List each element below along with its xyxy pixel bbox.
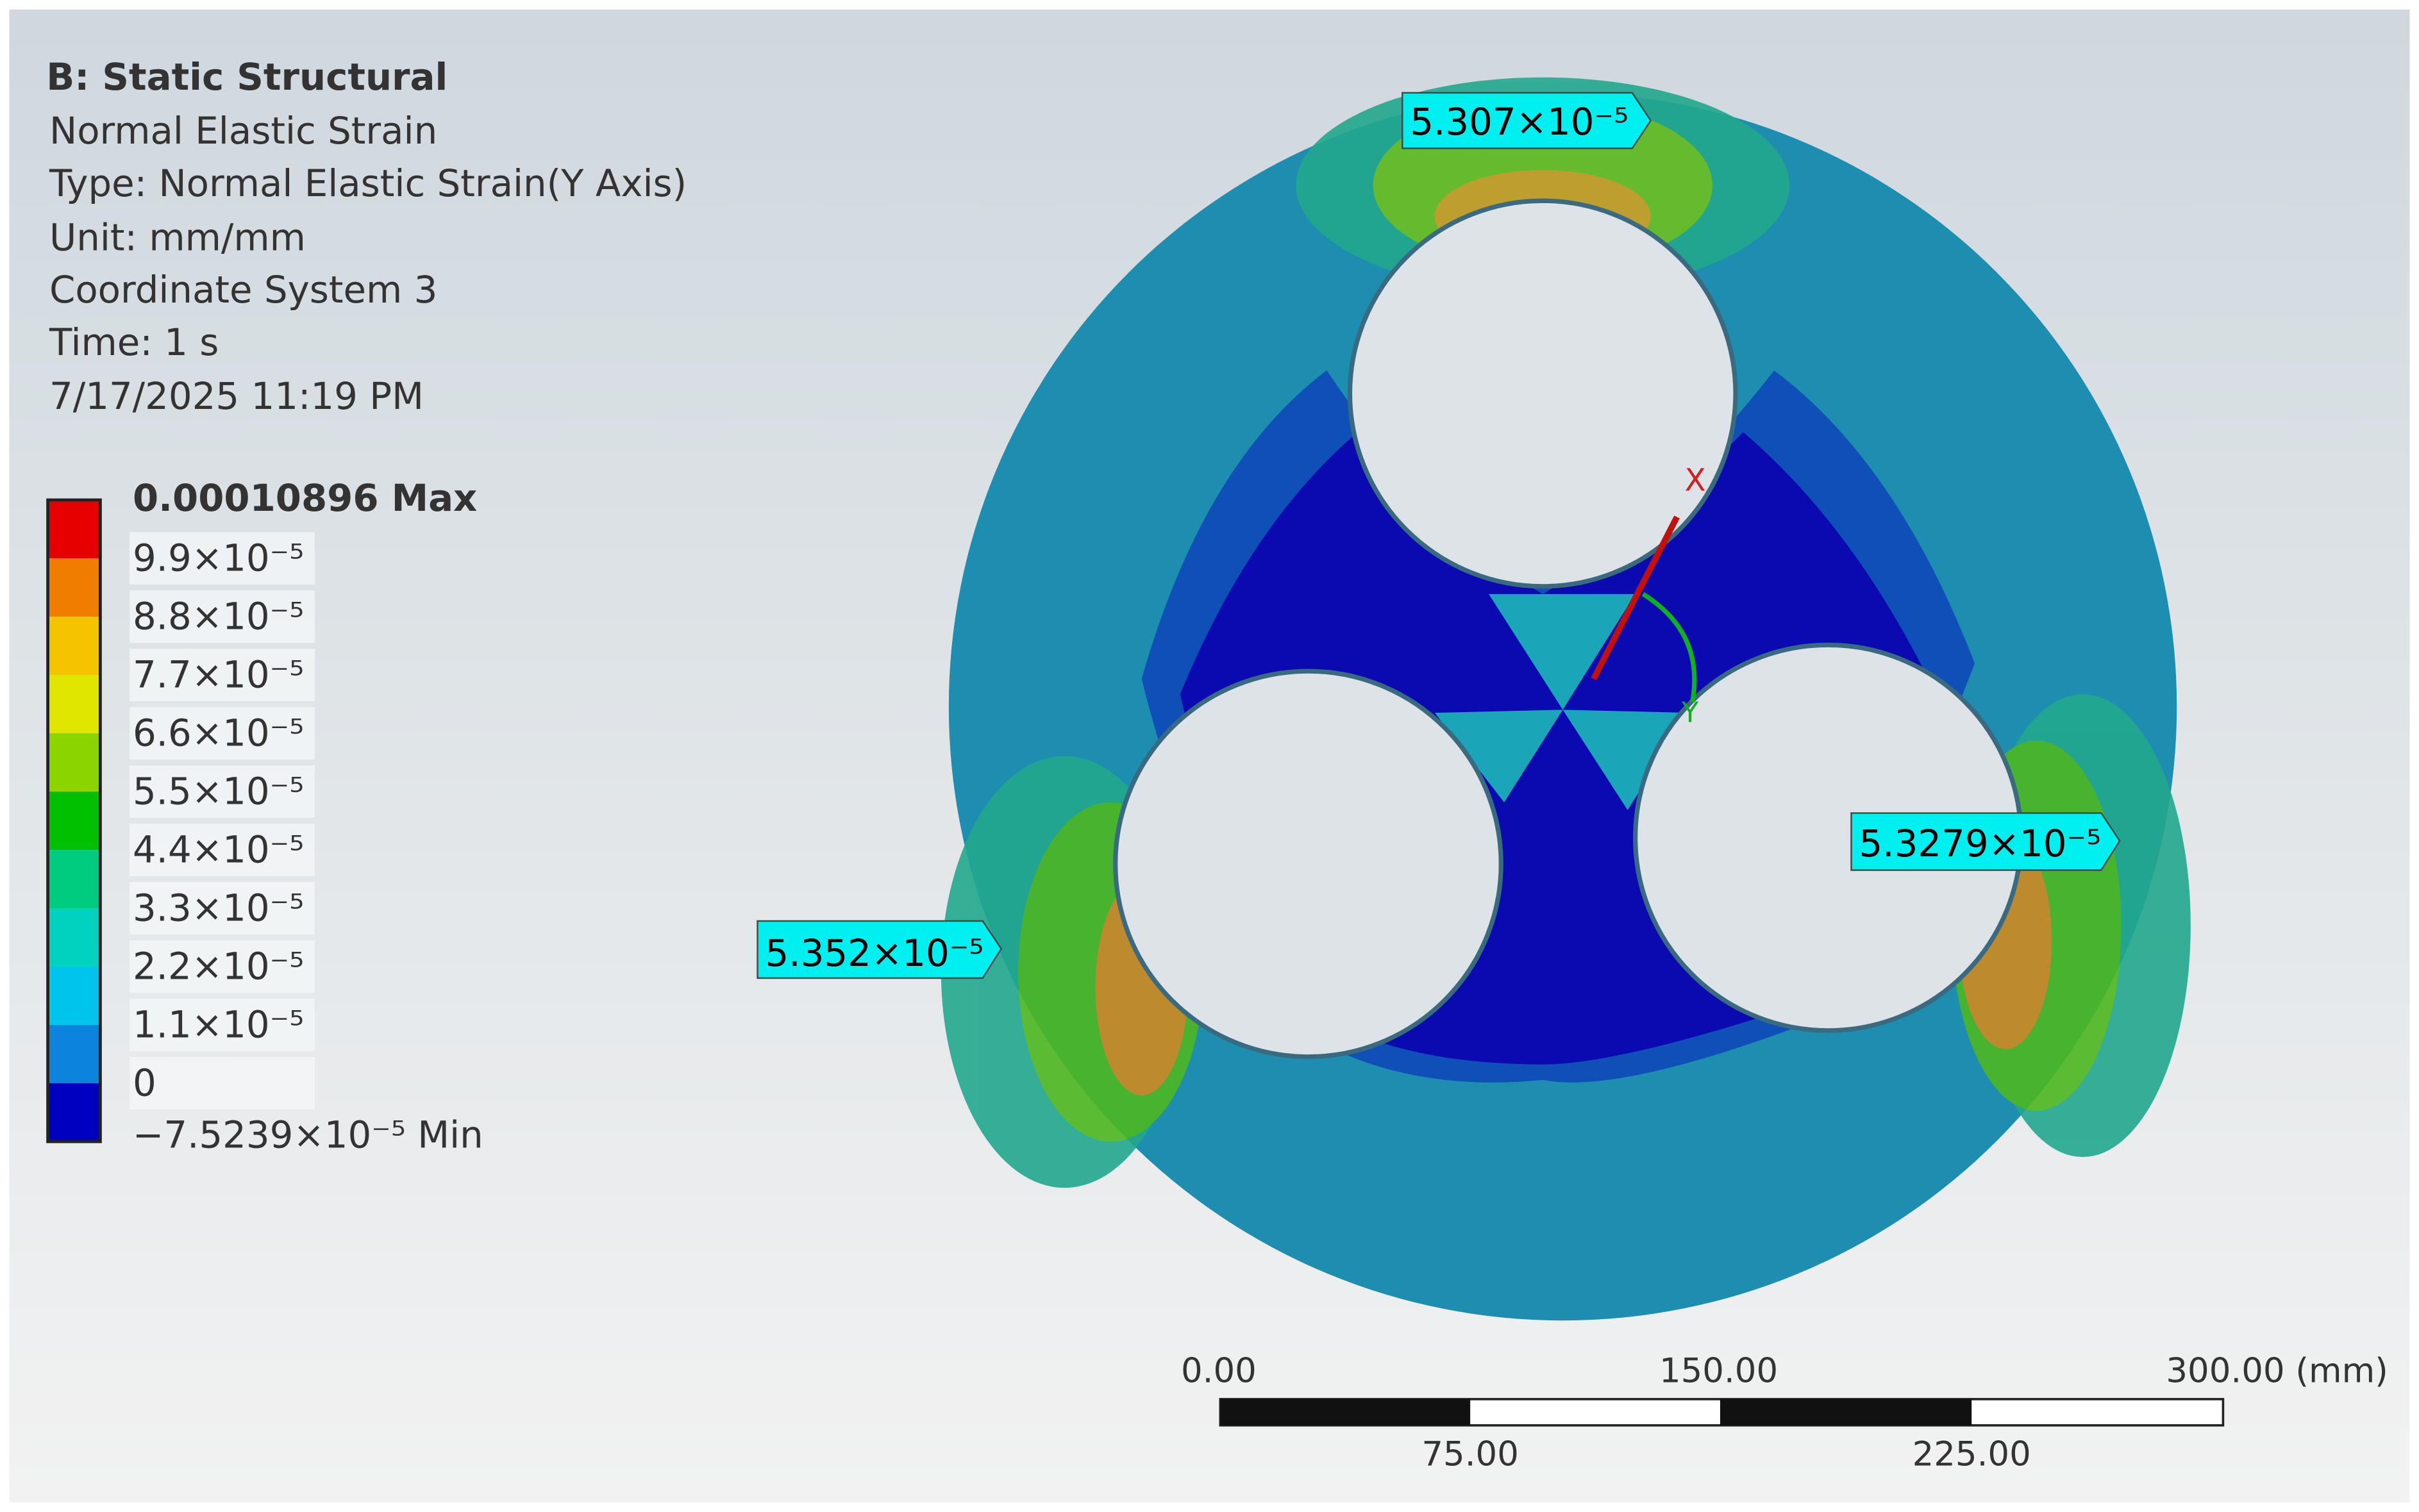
legend-band [47,500,101,559]
legend-label-bg [130,940,315,993]
scale-label: 75.00 [1421,1434,1519,1474]
header-line: Time: 1 s [49,320,219,364]
legend-band [47,617,101,676]
legend-band [47,850,101,909]
legend-level: 1.1×10⁻⁵ [133,1002,304,1046]
legend-label-bg [130,765,315,818]
legend-level: 2.2×10⁻⁵ [133,944,304,988]
header: B: Static Structural Normal Elastic Stra… [46,55,687,418]
hole [1113,669,1503,1059]
legend-level: 7.7×10⁻⁵ [133,652,304,696]
header-line: Coordinate System 3 [49,268,437,312]
legend-min: −7.5239×10⁻⁵ Min [133,1113,483,1157]
probe-label: 5.352×10⁻⁵ [766,931,984,975]
x-axis-arrow [1591,515,1680,681]
legend: 0.00010896 Max −7.5239×10⁻⁵ Min 9.9×10⁻⁵… [46,476,483,1157]
probe-box [1402,92,1652,149]
header-line: Type: Normal Elastic Strain(Y Axis) [49,162,687,205]
header-line: Normal Elastic Strain [49,109,437,153]
triad-x: X [1685,463,1706,499]
probe-label: 5.307×10⁻⁵ [1410,100,1628,144]
scale-label: 225.00 [1913,1434,2031,1474]
legend-band [47,967,101,1026]
scale-bar-segment [1720,1399,1972,1425]
legend-band [47,1083,101,1142]
legend-level: 6.6×10⁻⁵ [133,711,304,754]
legend-band [47,558,101,617]
scale-label: 150.00 [1659,1351,1778,1390]
legend-level: 0 [133,1061,156,1104]
legend-band [47,1025,101,1084]
legend-band [47,908,101,967]
probe-label: 5.3279×10⁻⁵ [1859,822,2102,865]
legend-label-bg [130,824,315,876]
probe-box [1850,812,2121,871]
scale-label: 300.00 (mm) [2166,1351,2388,1390]
legend-band [47,733,101,792]
triad-y: Y [1681,697,1699,729]
legend-level: 3.3×10⁻⁵ [133,886,304,929]
legend-max: 0.00010896 Max [133,476,477,520]
header-title: B: Static Structural [46,55,448,99]
legend-bar-frame [46,498,102,1143]
legend-label-bg [130,707,315,760]
legend-level: 8.8×10⁻⁵ [133,594,304,638]
legend-level: 5.5×10⁻⁵ [133,769,304,813]
legend-label-bg [130,999,315,1051]
scale-label: 0.00 [1181,1351,1257,1390]
legend-label-bg [130,532,315,585]
legend-label-bg [130,1057,315,1109]
hole [1347,198,1738,589]
legend-band [47,675,101,734]
model: X Y [941,77,2191,1321]
web-zone [1434,594,1689,810]
header-line: Unit: mm/mm [49,215,306,259]
probes: 5.307×10⁻⁵ 5.3279×10⁻⁵ 5.352×10⁻⁵ [757,92,2121,979]
probe-box [757,920,1003,979]
legend-label-bg [130,590,315,643]
scale-bar: 0.00 150.00 300.00 (mm) 75.00 225.00 [1181,1351,2388,1474]
legend-band [47,792,101,851]
legend-label-bg [130,882,315,935]
y-axis-arrow [1641,592,1697,702]
legend-level: 9.9×10⁻⁵ [133,536,304,579]
legend-label-bg [130,649,315,701]
legend-level: 4.4×10⁻⁵ [133,827,304,871]
scale-bar-segment [1220,1399,1471,1425]
header-line: 7/17/2025 11:19 PM [49,374,424,418]
